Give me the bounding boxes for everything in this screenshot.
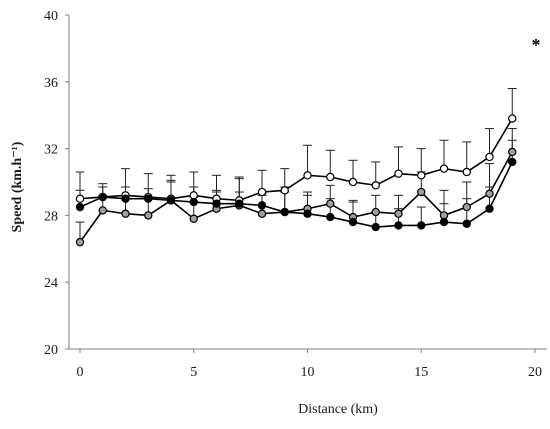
axes: 20 24 28 32 36 40 0 5 10 15 20 bbox=[44, 9, 547, 380]
data-point bbox=[371, 222, 380, 232]
y-tick-label: 24 bbox=[44, 276, 58, 291]
series-line bbox=[79, 151, 513, 243]
data-point bbox=[189, 214, 198, 223]
series-layer bbox=[75, 87, 517, 247]
data-point bbox=[417, 171, 426, 180]
data-point bbox=[394, 169, 403, 178]
data-point bbox=[462, 202, 471, 212]
data-point bbox=[326, 172, 335, 182]
y-tick-label: 28 bbox=[44, 209, 58, 224]
data-point bbox=[462, 167, 471, 177]
y-tick-label: 20 bbox=[44, 343, 58, 358]
y-tick-label: 40 bbox=[44, 9, 58, 24]
data-point bbox=[75, 202, 85, 212]
data-point bbox=[189, 197, 198, 207]
significance-annotation: * bbox=[532, 35, 541, 55]
data-point bbox=[485, 152, 494, 162]
data-point bbox=[257, 209, 267, 218]
data-point bbox=[280, 186, 289, 195]
data-point bbox=[462, 219, 471, 228]
x-tick-label: 10 bbox=[301, 365, 315, 380]
data-point bbox=[144, 211, 153, 220]
data-point bbox=[371, 181, 380, 190]
x-tick-label: 5 bbox=[190, 365, 197, 380]
y-tick-label: 32 bbox=[44, 143, 58, 158]
data-point bbox=[485, 189, 494, 198]
data-point bbox=[212, 199, 221, 208]
data-point bbox=[417, 221, 426, 230]
series-gray bbox=[75, 128, 517, 243]
y-axis-title: Speed (km.h⁻¹) bbox=[10, 141, 25, 232]
data-point bbox=[257, 201, 267, 210]
data-point bbox=[121, 194, 130, 203]
data-point bbox=[75, 237, 85, 247]
data-point bbox=[439, 217, 449, 227]
data-point bbox=[303, 209, 312, 218]
data-point bbox=[121, 209, 130, 218]
data-point bbox=[394, 209, 403, 218]
x-tick-label: 0 bbox=[77, 365, 84, 380]
data-point bbox=[394, 221, 403, 230]
data-point bbox=[144, 194, 153, 203]
x-tick-label: 15 bbox=[414, 365, 428, 380]
data-point bbox=[257, 187, 267, 197]
series-open bbox=[75, 87, 517, 202]
markers-filled bbox=[75, 157, 517, 232]
data-point bbox=[417, 187, 426, 197]
data-point bbox=[235, 199, 244, 208]
data-point bbox=[348, 177, 358, 187]
data-point bbox=[75, 194, 85, 203]
data-point bbox=[508, 147, 517, 157]
data-point bbox=[98, 192, 107, 202]
x-tick-label: 20 bbox=[528, 365, 542, 380]
data-point bbox=[166, 196, 176, 205]
series-line bbox=[79, 118, 513, 202]
x-axis-title: Distance (km) bbox=[298, 402, 378, 417]
data-point bbox=[326, 199, 335, 208]
data-point bbox=[485, 204, 494, 213]
data-point bbox=[348, 217, 358, 227]
markers-open bbox=[75, 114, 517, 205]
data-point bbox=[326, 212, 335, 222]
data-point bbox=[303, 171, 312, 180]
data-point bbox=[280, 207, 289, 217]
y-tick-label: 36 bbox=[44, 76, 58, 91]
data-point bbox=[439, 164, 449, 173]
data-point bbox=[508, 114, 517, 123]
data-point bbox=[508, 157, 517, 167]
data-point bbox=[98, 206, 107, 215]
data-point bbox=[371, 207, 380, 217]
